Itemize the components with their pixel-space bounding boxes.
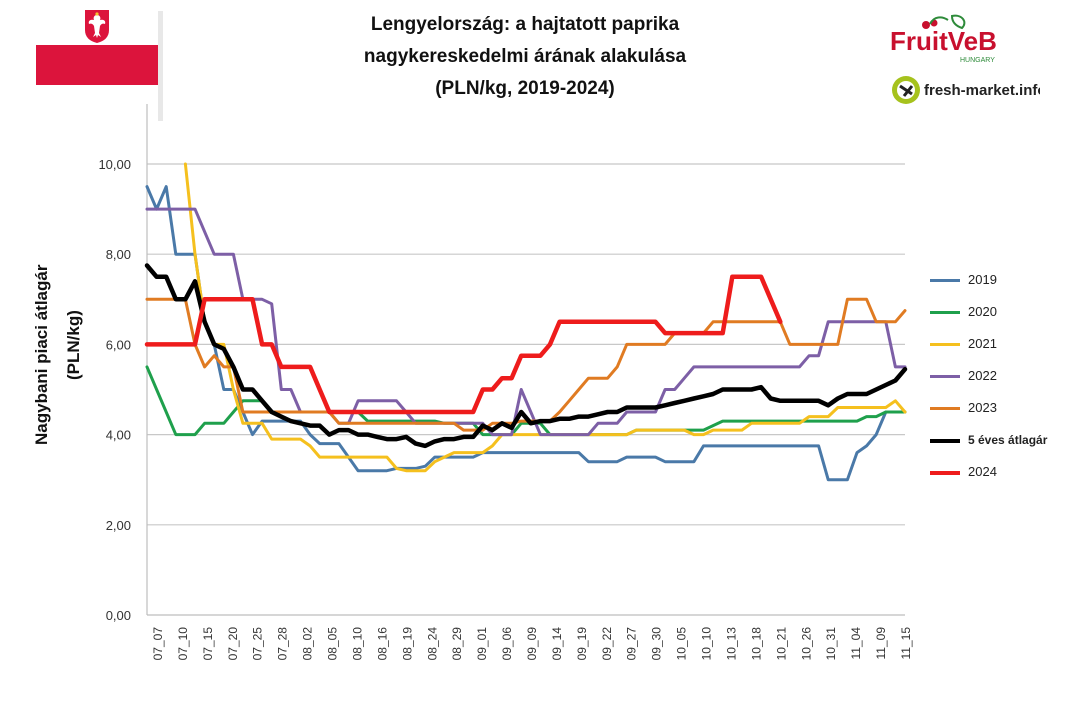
fruitveb-logo-subtext: HUNGARY <box>960 57 995 64</box>
x-tick-label: 11_09 <box>874 627 888 660</box>
eagle-emblem-icon <box>85 10 109 43</box>
x-tick-label: 07_10 <box>176 627 190 661</box>
x-tick-label: 11_15 <box>899 627 913 660</box>
x-tick-label: 08_24 <box>425 627 439 661</box>
y-tick-label: 2,00 <box>106 518 131 533</box>
series-line-2021 <box>183 162 907 473</box>
x-tick-label: 10_05 <box>675 627 689 661</box>
x-tick-label: 10_26 <box>799 627 813 661</box>
legend-label: 2021 <box>968 336 997 351</box>
chart-title-line-2: nagykereskedelmi árának alakulása <box>363 46 687 67</box>
legend-label: 2019 <box>968 272 997 287</box>
series-line-2019 <box>145 185 907 482</box>
y-tick-label: 0,00 <box>106 608 131 623</box>
x-tick-label: 09_19 <box>575 627 589 661</box>
chart-title-line-1: Lengyelország: a hajtatott paprika <box>370 14 680 35</box>
x-tick-label: 09_09 <box>525 627 539 661</box>
series-line-2023 <box>145 297 907 432</box>
x-tick-label: 10_18 <box>749 627 763 661</box>
legend-swatch <box>930 407 960 410</box>
x-tick-label: 09_27 <box>625 627 639 661</box>
series-line-2022 <box>145 207 907 437</box>
legend-swatch <box>930 375 960 378</box>
fresh-market-logo: fresh-market.info <box>892 76 1040 104</box>
x-tick-label: 09_30 <box>650 627 664 661</box>
legend-label: 2022 <box>968 368 997 383</box>
x-tick-label: 08_10 <box>350 627 364 661</box>
legend-label: 5 éves átlagár <box>968 433 1048 447</box>
x-tick-label: 08_19 <box>400 627 414 661</box>
fresh-market-logo-text: fresh-market.info <box>924 82 1040 99</box>
y-tick-label: 8,00 <box>106 247 131 262</box>
poland-flag <box>36 5 163 121</box>
fruitveb-logo: FruitVeB HUNGARY <box>890 14 997 64</box>
x-tick-label: 07_25 <box>251 627 265 661</box>
legend-label: 2024 <box>968 464 997 479</box>
x-tick-label: 09_22 <box>600 627 614 661</box>
x-tick-label: 07_07 <box>151 627 165 661</box>
x-tick-label: 08_29 <box>450 627 464 661</box>
x-tick-label: 11_04 <box>849 627 863 660</box>
legend-swatch <box>930 311 960 314</box>
y-tick-label: 10,00 <box>98 157 131 172</box>
x-tick-label: 07_15 <box>201 627 215 661</box>
x-tick-label: 10_21 <box>774 627 788 661</box>
x-tick-label: 09_01 <box>475 627 489 661</box>
x-tick-label: 08_05 <box>326 627 340 661</box>
x-tick-label: 09_14 <box>550 627 564 661</box>
legend-swatch <box>930 279 960 282</box>
fruitveb-logo-text: FruitVeB <box>890 26 997 56</box>
legend-swatch <box>930 471 960 475</box>
legend-swatch <box>930 343 960 346</box>
chart-title-line-3: (PLN/kg, 2019-2024) <box>435 78 615 99</box>
legend-swatch <box>930 439 960 443</box>
legend-label: 2023 <box>968 400 997 415</box>
x-tick-label: 10_10 <box>700 627 714 661</box>
x-tick-label: 08_16 <box>375 627 389 661</box>
x-tick-label: 10_31 <box>824 627 838 661</box>
x-tick-label: 08_02 <box>301 627 315 661</box>
y-tick-label: 6,00 <box>106 337 131 352</box>
x-tick-label: 09_06 <box>500 627 514 661</box>
x-tick-label: 10_13 <box>724 627 738 661</box>
series-line-2024 <box>144 274 783 415</box>
x-tick-label: 07_20 <box>226 627 240 661</box>
y-tick-label: 4,00 <box>106 428 131 443</box>
series-line-5-éves-átlagár <box>144 263 908 449</box>
x-tick-label: 07_28 <box>276 627 290 661</box>
legend-label: 2020 <box>968 304 997 319</box>
